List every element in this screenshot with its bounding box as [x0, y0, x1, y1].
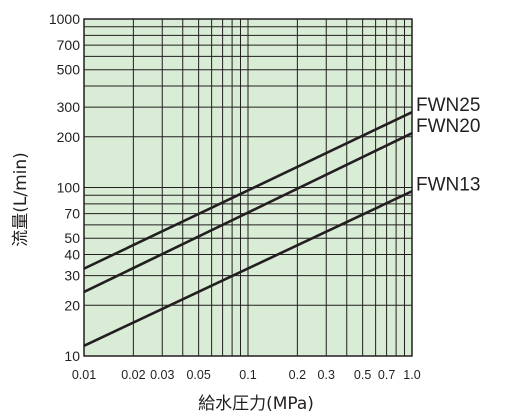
- x-tick-label: 0.3: [318, 368, 335, 382]
- series-label-fwn25: FWN25: [416, 95, 480, 116]
- x-tick-label: 0.5: [354, 368, 371, 382]
- series-label-fwn20: FWN20: [416, 116, 480, 137]
- x-tick-label: 0.1: [239, 368, 256, 382]
- y-tick-label: 700: [57, 37, 81, 53]
- y-tick-label: 70: [64, 206, 80, 222]
- series-line-fwn25: [83, 110, 413, 270]
- x-tick-label: 0.05: [186, 368, 210, 382]
- y-axis-label: 流量(L/min): [11, 152, 31, 247]
- y-tick-label: 1000: [49, 11, 80, 27]
- y-tick-label: 40: [64, 247, 80, 263]
- x-tick-label: 0.2: [289, 368, 306, 382]
- y-tick-label: 20: [64, 297, 80, 313]
- series-line-fwn20: [83, 132, 413, 294]
- y-tick-label: 300: [57, 99, 81, 115]
- y-tick-label: 10: [64, 348, 80, 364]
- plot-frame: [83, 18, 413, 357]
- series-line-fwn13: [83, 190, 413, 347]
- series-label-fwn13: FWN13: [416, 174, 480, 195]
- y-tick-label: 50: [64, 230, 80, 246]
- x-axis-ticks: 0.01 0.02 0.03 0.05 0.1 0.2 0.3 0.5 0.7 1.0: [72, 368, 421, 382]
- y-tick-label: 100: [57, 180, 81, 196]
- x-axis-label: 給水圧力(MPa): [198, 394, 314, 414]
- y-tick-label: 30: [64, 268, 80, 284]
- series-lines: [83, 110, 413, 347]
- y-tick-label: 200: [57, 129, 81, 145]
- x-tick-label: 1.0: [403, 368, 420, 382]
- y-tick-label: 500: [57, 62, 81, 78]
- x-tick-label: 0.7: [378, 368, 395, 382]
- x-tick-label: 0.03: [150, 368, 174, 382]
- grid-lines: [83, 19, 412, 357]
- x-tick-label: 0.01: [72, 368, 96, 382]
- x-tick-label: 0.02: [121, 368, 145, 382]
